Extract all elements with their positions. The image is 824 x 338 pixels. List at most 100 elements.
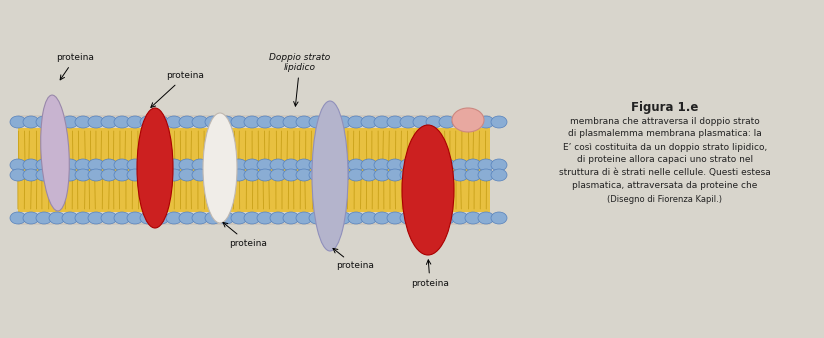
Ellipse shape	[335, 159, 351, 171]
Ellipse shape	[127, 116, 143, 128]
Ellipse shape	[179, 212, 195, 224]
Ellipse shape	[361, 116, 377, 128]
Ellipse shape	[452, 159, 468, 171]
Ellipse shape	[36, 159, 52, 171]
Ellipse shape	[439, 169, 455, 181]
Ellipse shape	[491, 169, 507, 181]
Ellipse shape	[270, 159, 286, 171]
Ellipse shape	[400, 169, 416, 181]
Ellipse shape	[257, 169, 273, 181]
Text: di proteine allora capaci uno strato nel: di proteine allora capaci uno strato nel	[577, 155, 753, 165]
Ellipse shape	[153, 212, 169, 224]
Ellipse shape	[49, 212, 65, 224]
Text: struttura di è strati nelle cellule. Questi estesa: struttura di è strati nelle cellule. Que…	[559, 169, 771, 177]
Ellipse shape	[452, 212, 468, 224]
Ellipse shape	[322, 159, 338, 171]
Ellipse shape	[322, 212, 338, 224]
Ellipse shape	[75, 116, 91, 128]
Ellipse shape	[231, 159, 247, 171]
Text: proteina: proteina	[411, 260, 449, 288]
Ellipse shape	[23, 212, 39, 224]
Ellipse shape	[374, 169, 390, 181]
Ellipse shape	[400, 159, 416, 171]
Ellipse shape	[374, 116, 390, 128]
Ellipse shape	[491, 212, 507, 224]
Ellipse shape	[231, 169, 247, 181]
Ellipse shape	[283, 159, 299, 171]
Ellipse shape	[283, 169, 299, 181]
Ellipse shape	[244, 212, 260, 224]
Ellipse shape	[179, 159, 195, 171]
Ellipse shape	[218, 169, 234, 181]
Ellipse shape	[283, 212, 299, 224]
Ellipse shape	[452, 116, 468, 128]
Ellipse shape	[10, 212, 26, 224]
Ellipse shape	[166, 169, 182, 181]
Ellipse shape	[426, 159, 442, 171]
Text: proteina: proteina	[333, 248, 374, 270]
Ellipse shape	[179, 169, 195, 181]
Ellipse shape	[244, 159, 260, 171]
Ellipse shape	[465, 159, 481, 171]
Bar	[18, 170, 490, 212]
Ellipse shape	[309, 116, 325, 128]
Ellipse shape	[400, 116, 416, 128]
Text: proteina: proteina	[151, 72, 204, 107]
Ellipse shape	[270, 116, 286, 128]
Ellipse shape	[361, 169, 377, 181]
Ellipse shape	[23, 169, 39, 181]
Ellipse shape	[40, 95, 69, 211]
Ellipse shape	[75, 159, 91, 171]
Ellipse shape	[114, 212, 130, 224]
Ellipse shape	[101, 159, 117, 171]
Ellipse shape	[491, 159, 507, 171]
Text: membrana che attraversa il doppio strato: membrana che attraversa il doppio strato	[570, 117, 760, 125]
Ellipse shape	[439, 116, 455, 128]
Ellipse shape	[413, 159, 429, 171]
Ellipse shape	[62, 116, 78, 128]
Ellipse shape	[296, 159, 312, 171]
Ellipse shape	[127, 169, 143, 181]
Ellipse shape	[296, 212, 312, 224]
Ellipse shape	[10, 159, 26, 171]
Ellipse shape	[465, 212, 481, 224]
Ellipse shape	[114, 116, 130, 128]
Ellipse shape	[62, 159, 78, 171]
Ellipse shape	[36, 212, 52, 224]
Ellipse shape	[439, 212, 455, 224]
Ellipse shape	[205, 159, 221, 171]
Ellipse shape	[348, 159, 364, 171]
Ellipse shape	[62, 212, 78, 224]
Ellipse shape	[218, 159, 234, 171]
Ellipse shape	[312, 101, 348, 251]
Text: plasmatica, attraversata da proteine che: plasmatica, attraversata da proteine che	[573, 182, 758, 191]
Ellipse shape	[270, 212, 286, 224]
Ellipse shape	[10, 116, 26, 128]
Ellipse shape	[88, 212, 104, 224]
Ellipse shape	[140, 159, 156, 171]
Ellipse shape	[218, 212, 234, 224]
Ellipse shape	[75, 212, 91, 224]
Ellipse shape	[361, 212, 377, 224]
Ellipse shape	[101, 169, 117, 181]
Ellipse shape	[452, 169, 468, 181]
Ellipse shape	[374, 212, 390, 224]
Ellipse shape	[413, 116, 429, 128]
Ellipse shape	[257, 159, 273, 171]
Ellipse shape	[23, 159, 39, 171]
Ellipse shape	[244, 169, 260, 181]
Ellipse shape	[88, 169, 104, 181]
Ellipse shape	[387, 116, 403, 128]
Ellipse shape	[49, 169, 65, 181]
Ellipse shape	[203, 113, 237, 223]
Ellipse shape	[426, 212, 442, 224]
Ellipse shape	[426, 169, 442, 181]
Ellipse shape	[127, 212, 143, 224]
Ellipse shape	[62, 169, 78, 181]
Ellipse shape	[49, 159, 65, 171]
Ellipse shape	[140, 212, 156, 224]
Ellipse shape	[114, 169, 130, 181]
Ellipse shape	[309, 212, 325, 224]
Ellipse shape	[49, 116, 65, 128]
Ellipse shape	[465, 169, 481, 181]
